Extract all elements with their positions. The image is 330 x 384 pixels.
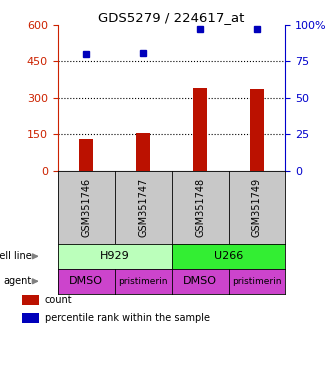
Text: pristimerin: pristimerin [232,277,282,286]
Text: agent: agent [4,276,32,286]
Bar [193,88,207,171]
Text: GSM351746: GSM351746 [81,178,91,237]
Title: GDS5279 / 224617_at: GDS5279 / 224617_at [98,11,245,24]
Text: GSM351747: GSM351747 [138,178,148,237]
Bar [22,295,39,305]
Bar [250,89,264,171]
Text: cell line: cell line [0,251,32,262]
Text: count: count [45,295,72,305]
Text: H929: H929 [100,251,130,262]
Text: GSM351749: GSM351749 [252,178,262,237]
Bar [79,139,93,171]
Text: GSM351748: GSM351748 [195,178,205,237]
Bar [22,313,39,323]
Text: percentile rank within the sample: percentile rank within the sample [45,313,210,323]
Text: DMSO: DMSO [183,276,217,286]
Text: DMSO: DMSO [69,276,103,286]
Text: U266: U266 [214,251,243,262]
Bar [136,133,150,171]
Text: pristimerin: pristimerin [118,277,168,286]
